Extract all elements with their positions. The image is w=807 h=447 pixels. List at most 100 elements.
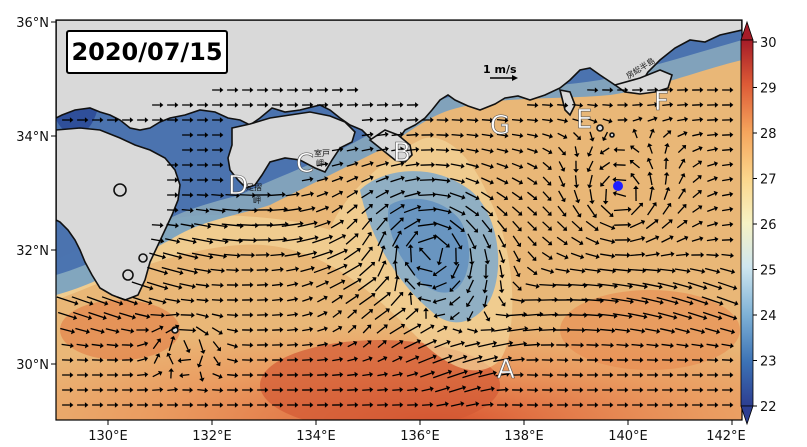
velocity-arrow — [632, 118, 640, 122]
velocity-arrow — [558, 175, 564, 185]
velocity-arrow-head — [384, 189, 390, 195]
velocity-arrow-head — [384, 276, 389, 281]
velocity-arrow-head — [205, 297, 209, 304]
velocity-arrow-head — [579, 372, 584, 378]
velocity-arrow-head — [339, 146, 344, 153]
velocity-arrow-head — [354, 146, 359, 152]
velocity-arrow-head — [219, 117, 224, 123]
velocity-arrow-head — [369, 175, 374, 181]
velocity-arrow — [346, 148, 356, 152]
velocity-arrow — [663, 190, 669, 200]
velocity-arrow-head — [381, 230, 387, 236]
velocity-arrow — [332, 343, 340, 347]
velocity-arrow — [602, 175, 610, 185]
velocity-arrow-head — [627, 206, 632, 213]
velocity-arrow — [211, 313, 221, 317]
velocity-arrow — [611, 297, 631, 303]
velocity-arrow-head — [383, 324, 388, 329]
velocity-arrow — [181, 358, 191, 362]
velocity-arrow — [198, 355, 204, 365]
velocity-arrow-head — [249, 87, 254, 93]
velocity-arrow-head — [642, 267, 647, 274]
velocity-arrow-head — [519, 402, 524, 408]
velocity-arrow — [330, 221, 342, 229]
shikoku — [227, 111, 356, 189]
velocity-arrow — [720, 267, 732, 273]
velocity-arrow — [466, 133, 476, 137]
velocity-arrow-head — [249, 342, 254, 348]
velocity-arrow — [394, 247, 398, 263]
velocity-arrow — [314, 222, 328, 228]
velocity-arrow — [405, 357, 417, 363]
velocity-arrow — [392, 389, 400, 391]
velocity-arrow-head — [474, 211, 480, 217]
velocity-arrow-head — [196, 363, 203, 368]
velocity-arrow — [558, 161, 564, 169]
velocity-arrow — [91, 343, 101, 347]
velocity-arrow — [587, 103, 595, 107]
velocity-arrow — [542, 191, 550, 199]
velocity-arrow — [496, 162, 506, 168]
velocity-arrow — [181, 209, 191, 211]
velocity-arrow-head — [296, 191, 300, 198]
velocity-arrow-head — [414, 386, 419, 393]
velocity-arrow-head — [446, 339, 451, 346]
velocity-arrow — [600, 253, 612, 257]
velocity-arrow-head — [339, 387, 344, 393]
velocity-arrow — [674, 268, 688, 272]
velocity-arrow — [588, 160, 594, 170]
velocity-arrow — [707, 178, 715, 182]
velocity-arrow-head — [463, 369, 468, 375]
velocity-arrow — [331, 148, 341, 152]
velocity-arrow-head — [294, 87, 299, 93]
velocity-arrow — [482, 234, 490, 246]
velocity-arrow — [527, 162, 535, 168]
velocity-arrow — [238, 239, 254, 241]
velocity-arrow-head — [298, 206, 303, 212]
velocity-arrow-head — [294, 387, 299, 393]
velocity-arrow-head — [625, 342, 629, 349]
velocity-arrow — [390, 219, 402, 231]
velocity-arrow-head — [519, 387, 524, 393]
velocity-arrow — [406, 280, 416, 290]
velocity-arrow — [707, 208, 715, 212]
velocity-arrow-head — [536, 341, 541, 348]
velocity-arrow — [272, 314, 280, 316]
velocity-arrow-head — [596, 327, 601, 334]
velocity-arrow — [269, 193, 283, 197]
velocity-arrow — [692, 162, 700, 168]
velocity-arrow-head — [99, 357, 104, 363]
velocity-arrow-head — [296, 251, 301, 257]
velocity-arrow — [468, 311, 474, 319]
velocity-arrow — [146, 281, 166, 289]
velocity-arrow — [434, 178, 448, 182]
velocity-arrow — [571, 220, 581, 230]
velocity-arrow — [706, 254, 716, 256]
velocity-arrow-head — [204, 147, 209, 153]
velocity-arrow-head — [249, 312, 254, 318]
velocity-arrow-head — [339, 402, 344, 408]
velocity-arrow-head — [641, 251, 646, 258]
velocity-arrow-head — [416, 190, 421, 197]
velocity-arrow-head — [533, 148, 539, 154]
velocity-arrow — [361, 162, 371, 168]
velocity-arrow-head — [486, 244, 492, 249]
velocity-arrow-head — [179, 372, 184, 379]
velocity-arrow — [377, 233, 385, 247]
velocity-arrow — [687, 281, 705, 289]
velocity-arrow-head — [602, 136, 608, 142]
velocity-arrow — [691, 238, 701, 242]
velocity-arrow — [601, 161, 611, 169]
velocity-arrow — [287, 298, 295, 302]
velocity-arrow-head — [579, 357, 584, 363]
velocity-arrow-head — [628, 313, 633, 320]
velocity-arrow — [376, 219, 386, 231]
velocity-arrow — [484, 248, 488, 262]
velocity-arrow-head — [309, 372, 314, 378]
velocity-arrow-head — [416, 218, 421, 224]
velocity-arrow — [347, 373, 355, 377]
velocity-arrow-head — [280, 266, 284, 273]
velocity-arrow — [495, 313, 507, 317]
velocity-arrow — [572, 103, 580, 107]
x-tick-label: 130°E — [88, 429, 128, 444]
